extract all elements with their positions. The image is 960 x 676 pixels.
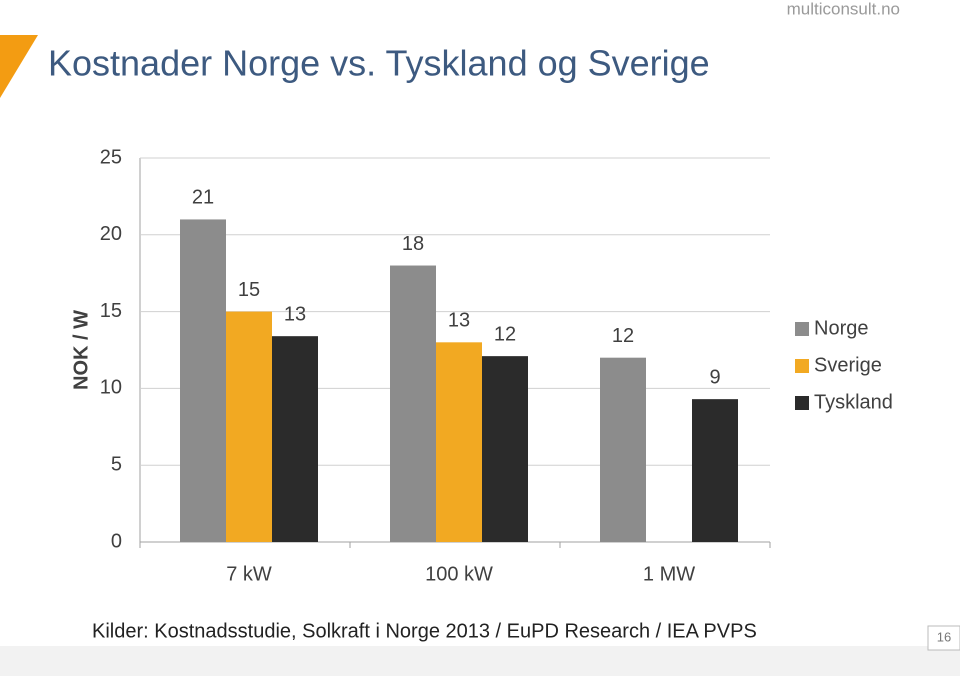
category-dividers [139,542,771,548]
y-tick-label: 25 [100,146,122,168]
y-tick-label: 10 [100,377,122,399]
bar [600,357,646,542]
bar [692,399,738,542]
brand: multiconsult.no [787,0,900,18]
page-number: 16 [937,629,951,644]
bar [482,356,528,542]
y-tick-label: 20 [100,223,122,245]
legend-swatch [795,396,809,410]
value-label: 18 [402,233,424,255]
source-note: Kilder: Kostnadsstudie, Solkraft i Norge… [92,620,757,642]
page-box [927,625,960,651]
value-label: 21 [192,187,214,209]
bar [436,342,482,542]
corner-accent [0,35,38,98]
value-label: 15 [238,279,260,301]
legend-swatch [795,359,809,373]
legend-swatch [795,322,809,336]
value-label: 12 [494,323,516,345]
x-tick-label: 1 MW [643,563,695,585]
bar [226,311,272,542]
x-tick-label: 7 kW [226,563,272,585]
bar [180,219,226,542]
value-label: 9 [709,366,720,388]
bar [390,265,436,542]
x-tick-label: 100 kW [425,563,493,585]
legend-label: Norge [814,317,868,339]
bar [272,336,318,542]
slide-title: Kostnader Norge vs. Tyskland og Sverige [48,43,710,84]
value-label: 13 [448,310,470,332]
y-axis-label: NOK / W [70,310,92,390]
value-label: 12 [612,325,634,347]
legend-label: Sverige [814,354,882,376]
footer-strip [0,646,960,676]
legend-label: Tyskland [814,391,893,413]
y-tick-label: 0 [111,530,122,552]
y-tick-label: 15 [100,300,122,322]
value-label: 13 [284,303,306,325]
y-tick-label: 5 [111,453,122,475]
